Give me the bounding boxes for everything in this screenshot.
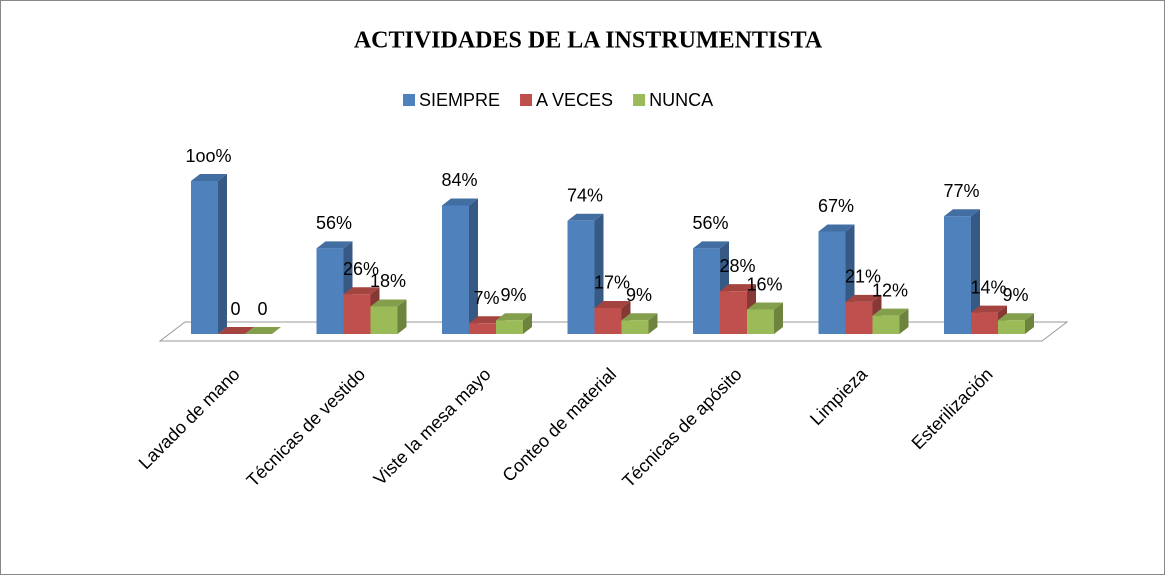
data-label: 16% [746,274,782,294]
legend-swatch [520,94,533,106]
bar [872,308,909,334]
bar [218,327,254,334]
bar-top [720,284,756,292]
bar-top [944,209,980,217]
bar-top [971,305,1007,313]
data-label: 17% [594,273,630,293]
bar-front [872,315,900,334]
bar-top [245,327,281,334]
bar-front [316,248,344,334]
data-label: 67% [818,196,854,216]
data-label: 28% [719,256,755,276]
bar-side [469,198,478,334]
data-label: 26% [343,259,379,279]
bar-side [648,313,658,334]
bar-front [191,181,218,334]
bar-side [774,302,783,334]
bar-top [845,294,882,302]
bar-top [316,241,353,249]
bar [621,313,658,334]
bar-top [191,174,227,181]
bar-top [693,241,729,249]
bar-front [693,248,720,334]
bar-front [818,231,846,334]
data-label: 1oo% [185,146,231,166]
bar [747,302,783,334]
data-label: 0 [230,299,240,319]
bar [496,313,532,334]
bar-top [621,313,658,321]
bar-front [747,309,774,334]
bar-front [567,220,595,334]
data-label: 9% [1002,285,1028,305]
chart-title: ACTIVIDADES DE LA INSTRUMENTISTA [354,28,823,54]
data-label: 7% [473,288,499,308]
legend-label: NUNCA [649,90,713,110]
bar-side [218,174,227,334]
bar [370,299,407,334]
data-label: 74% [567,186,603,206]
bar-front [469,323,496,334]
data-label: 21% [845,267,881,287]
bar-side [971,209,980,334]
bar-front [370,306,398,334]
data-label: 56% [316,213,352,233]
bar-side [523,313,532,334]
bar [191,174,227,334]
bar-side [397,299,407,334]
bar-top [218,327,254,334]
bar-front [720,291,747,334]
bar-side [899,308,909,334]
bar-top [818,224,855,232]
data-label: 84% [441,170,477,190]
bar-front [998,320,1025,334]
data-label: 9% [500,285,526,305]
bar [944,209,980,334]
data-label: 56% [692,213,728,233]
bar-top [370,299,407,307]
data-label: 0 [257,299,267,319]
legend-label: A VECES [536,90,613,110]
bar-top [496,313,532,321]
bar-top [567,213,604,221]
bar-top [998,313,1034,321]
bar [245,327,281,334]
data-label: 77% [943,181,979,201]
data-label: 18% [370,271,406,291]
bar-top [343,287,380,295]
bar-top [747,302,783,310]
bar [998,313,1034,334]
bar-front [594,307,622,334]
bar-top [442,198,478,206]
bar-front [442,205,469,334]
bar-top [594,300,631,308]
data-label: 9% [626,285,652,305]
legend-swatch [633,94,646,106]
bar [442,198,478,334]
bar-front [845,301,873,334]
bar-front [343,294,371,334]
bar-side [1025,313,1034,334]
data-label: 14% [970,277,1006,297]
legend-label: SIEMPRE [419,90,500,110]
bar-front [496,320,523,334]
bar-front [971,312,998,334]
bar-front [621,320,649,334]
bar-front [944,216,971,334]
legend-swatch [403,94,415,106]
data-label: 12% [872,280,908,300]
bar-top [872,308,909,316]
